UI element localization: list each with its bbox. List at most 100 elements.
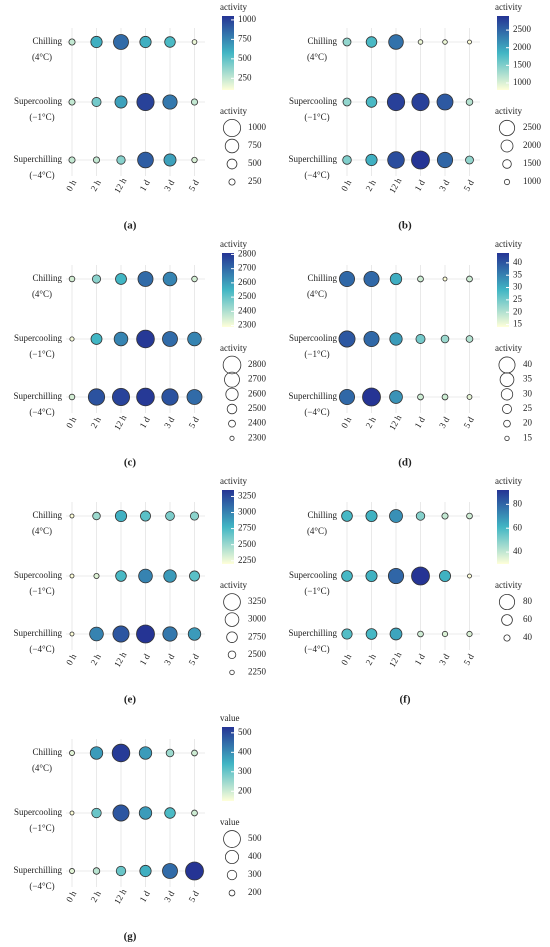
dot xyxy=(162,331,178,347)
dot xyxy=(138,806,153,820)
colorbar-tick-label: 80 xyxy=(513,498,523,508)
dot xyxy=(89,746,104,760)
dot xyxy=(161,388,179,406)
x-tick-label: 5 d xyxy=(187,652,202,667)
size-legend-circle xyxy=(225,387,239,401)
panel: Chilling (4°C) Supercooling (−1°C) Superchil… xyxy=(289,476,533,705)
colorbar-tick-label: 2600 xyxy=(238,277,257,287)
dot xyxy=(68,38,76,46)
size-legend-label: 40 xyxy=(523,359,533,369)
dot xyxy=(92,511,101,521)
dot xyxy=(112,625,130,643)
dot xyxy=(162,271,178,287)
dot xyxy=(69,750,75,756)
size-legend-circle xyxy=(227,650,237,660)
size-legend-circle xyxy=(224,138,240,154)
row-label: Superchilling xyxy=(289,154,338,164)
row-condition: (−1°C) xyxy=(29,349,54,359)
size-legend-label: 500 xyxy=(248,833,262,843)
size-legend-circle xyxy=(499,372,515,387)
colorbar-tick-label: 2250 xyxy=(238,555,257,565)
panel: Chilling (4°C) Supercooling (−1°C) Superchil… xyxy=(14,2,267,231)
dot xyxy=(138,568,153,584)
dot xyxy=(136,92,155,112)
colorbar-tick-label: 15 xyxy=(513,319,523,329)
row-condition: (4°C) xyxy=(307,289,327,299)
size-legend-label: 80 xyxy=(523,596,533,606)
size-legend-circle xyxy=(500,388,514,401)
colorbar-tick-label: 60 xyxy=(513,522,523,532)
row-label: Superchilling xyxy=(14,154,63,164)
dot xyxy=(365,36,378,48)
x-tick-label: 2 h xyxy=(89,889,104,904)
colorbar xyxy=(222,253,234,327)
size-legend-circle xyxy=(223,830,241,848)
colorbar-tick-label: 2300 xyxy=(238,320,257,330)
colorbar-tick-label: 3250 xyxy=(238,490,257,500)
panel: Chilling (4°C) Supercooling (−1°C) Superchil… xyxy=(289,2,542,231)
dot xyxy=(191,156,198,164)
dot xyxy=(90,333,103,345)
row-label: Superchilling xyxy=(14,391,63,401)
dot xyxy=(365,509,378,523)
row-label: Chilling xyxy=(32,510,62,520)
dot xyxy=(441,630,449,638)
dot xyxy=(388,34,404,50)
x-tick-label: 2 h xyxy=(89,178,104,193)
row-condition: (−1°C) xyxy=(29,586,54,596)
dot xyxy=(136,387,155,407)
row-condition: (4°C) xyxy=(32,52,52,62)
size-legend-label: 25 xyxy=(523,403,533,413)
size-legend-title: activity xyxy=(220,106,247,116)
colorbar xyxy=(222,490,234,564)
dot xyxy=(114,509,128,523)
dot xyxy=(386,92,406,112)
dot xyxy=(389,272,403,286)
dot xyxy=(69,336,75,342)
dot xyxy=(87,388,106,406)
dot xyxy=(187,627,202,641)
x-tick-label: 5 d xyxy=(462,415,477,430)
x-tick-label: 0 h xyxy=(64,889,79,904)
dot xyxy=(189,511,200,521)
size-legend-circle xyxy=(224,849,240,865)
size-legend-circle xyxy=(226,403,238,415)
x-tick-label: 0 h xyxy=(339,178,354,193)
dot xyxy=(191,39,198,45)
colorbar xyxy=(222,727,234,801)
dot xyxy=(191,749,198,757)
row-condition: (−1°C) xyxy=(304,586,329,596)
x-tick-label: 3 d xyxy=(162,178,177,193)
color-legend-title: activity xyxy=(220,2,247,12)
dot xyxy=(111,743,131,763)
x-tick-label: 0 h xyxy=(64,178,79,193)
size-legend-circle xyxy=(224,371,240,388)
dot xyxy=(415,511,426,521)
x-tick-label: 1 d xyxy=(413,652,428,667)
dot xyxy=(417,275,424,283)
colorbar-tick-label: 40 xyxy=(513,257,523,267)
x-tick-label: 3 d xyxy=(437,652,452,667)
x-tick-label: 2 h xyxy=(364,415,379,430)
x-tick-label: 12 h xyxy=(387,176,404,195)
dot xyxy=(417,393,424,401)
size-legend-circle xyxy=(502,159,512,169)
row-label: Supercooling xyxy=(289,96,337,106)
size-legend-label: 3000 xyxy=(248,614,267,624)
dot xyxy=(441,512,449,520)
row-label: Chilling xyxy=(307,36,337,46)
dot xyxy=(363,331,380,348)
dot xyxy=(436,93,454,111)
size-legend-title: activity xyxy=(220,580,247,590)
size-legend-circle xyxy=(226,869,238,881)
x-tick-label: 12 h xyxy=(112,176,129,195)
dot xyxy=(438,569,452,583)
dot xyxy=(92,867,101,875)
size-legend-label: 500 xyxy=(248,158,262,168)
size-legend-circle xyxy=(500,139,514,153)
x-tick-label: 12 h xyxy=(112,413,129,432)
row-label: Chilling xyxy=(307,273,337,283)
colorbar-tick-label: 2500 xyxy=(238,539,257,549)
dot xyxy=(342,155,352,165)
x-tick-label: 1 d xyxy=(138,415,153,430)
